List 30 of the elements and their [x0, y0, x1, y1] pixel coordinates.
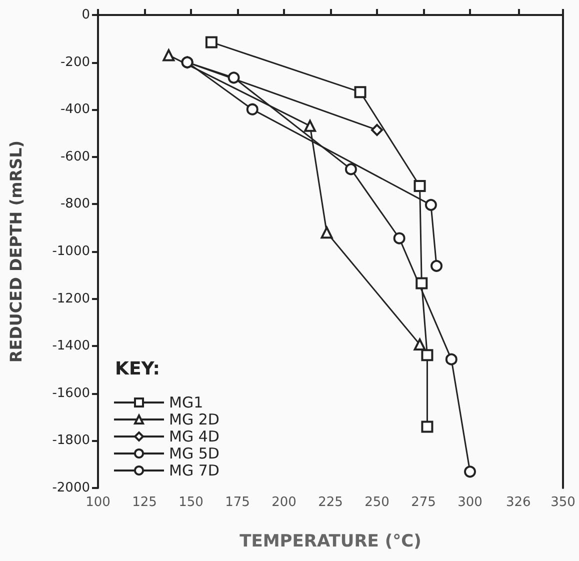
- y-tick-label: -800: [60, 196, 90, 212]
- legend-label: MG 2D: [169, 410, 220, 428]
- x-tick-label: 175: [225, 495, 250, 510]
- y-tick-label: -600: [60, 149, 90, 164]
- y-axis-title: REDUCED DEPTH (mRSL): [6, 140, 26, 363]
- x-tick-label: 350: [550, 495, 576, 510]
- x-tick-label: 150: [178, 495, 204, 510]
- y-tick-label: -1800: [52, 433, 90, 448]
- x-tick-label: 100: [86, 495, 110, 510]
- x-tick-label: 300: [458, 495, 482, 510]
- x-tick-label: 326: [506, 495, 531, 510]
- legend-label: MG 5D: [169, 444, 220, 462]
- x-tick-label: 225: [318, 495, 343, 510]
- y-tick-label: -1200: [52, 291, 90, 306]
- y-tick-label: -1000: [52, 244, 90, 259]
- legend-label: MG 7D: [169, 462, 220, 480]
- x-tick-label: 125: [132, 495, 157, 510]
- legend-title: KEY:: [115, 358, 160, 380]
- x-tick-label: 200: [272, 495, 296, 510]
- y-tick-label: -200: [60, 54, 90, 70]
- x-tick-label: 275: [411, 495, 436, 510]
- y-tick-label: 0: [82, 8, 90, 22]
- x-tick-label: 250: [364, 495, 390, 510]
- y-tick-label: -1400: [52, 338, 90, 354]
- x-axis-title: TEMPERATURE (°C): [240, 532, 422, 552]
- y-tick-label: -400: [60, 102, 90, 118]
- y-tick-label: -1600: [52, 386, 90, 401]
- y-tick-label: -2000: [52, 480, 90, 496]
- legend-label: MG 4D: [169, 428, 220, 446]
- legend-label: MG1: [169, 394, 204, 412]
